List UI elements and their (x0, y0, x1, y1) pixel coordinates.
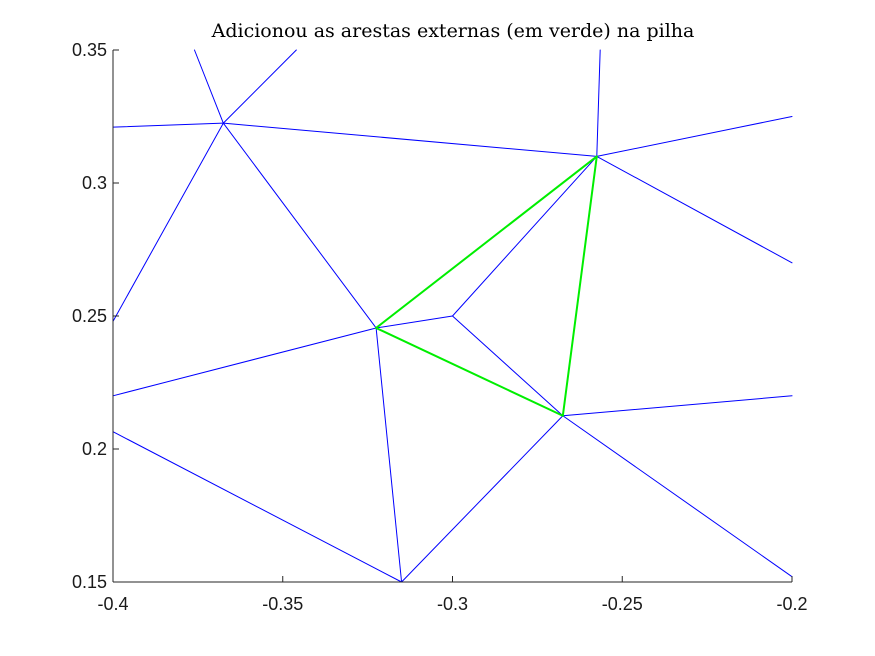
axes: -0.4 -0.35 -0.3 -0.25 -0.2 0.15 0.2 0.25 0.3 0.35 (72, 40, 808, 614)
x-tick-label: -0.25 (602, 594, 643, 614)
edge-6 (596, 49, 601, 157)
x-tick-label: -0.3 (437, 594, 468, 614)
highlight-edge-0 (375, 155, 598, 329)
edge-15 (401, 415, 564, 583)
edge-7 (596, 116, 793, 157)
chart-title: Adicionou as arestas externas (em verde)… (211, 20, 695, 42)
edge-14 (112, 431, 403, 583)
highlight-edge-1 (561, 155, 598, 417)
edge-10 (375, 315, 453, 329)
edge-11 (452, 315, 564, 417)
x-tick-label: -0.35 (262, 594, 303, 614)
edge-12 (112, 327, 377, 397)
edge-1 (193, 49, 224, 124)
edge-9 (452, 155, 598, 317)
x-tick-label: -0.4 (97, 594, 128, 614)
y-tick-label: 0.2 (82, 439, 107, 459)
edge-17 (562, 415, 793, 578)
x-tick-label: -0.2 (776, 594, 807, 614)
edge-8 (596, 155, 793, 264)
y-tick-label: 0.25 (72, 306, 107, 326)
edge-0 (112, 122, 224, 128)
edge-4 (112, 122, 224, 322)
edge-16 (562, 395, 793, 417)
edges-group (112, 49, 793, 583)
y-tick-label: 0.35 (72, 40, 107, 60)
edge-13 (375, 327, 403, 583)
edge-5 (222, 122, 377, 329)
y-tick-label: 0.15 (72, 572, 107, 592)
highlight-edge-2 (375, 326, 564, 417)
y-tick-label: 0.3 (82, 173, 107, 193)
edge-3 (222, 122, 598, 157)
edge-2 (222, 49, 297, 124)
